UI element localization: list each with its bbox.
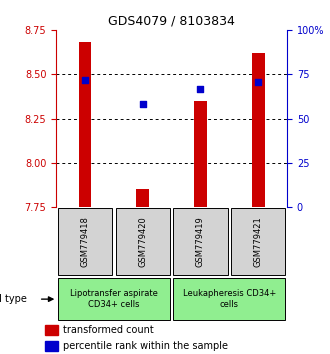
- Text: GSM779418: GSM779418: [81, 216, 89, 267]
- Text: GSM779421: GSM779421: [254, 216, 263, 267]
- Bar: [115, 209, 170, 275]
- Text: GSM779419: GSM779419: [196, 216, 205, 267]
- Point: [82, 77, 88, 82]
- Point: [198, 86, 203, 91]
- Point: [256, 79, 261, 85]
- Text: GSM779420: GSM779420: [138, 216, 147, 267]
- Text: Leukapheresis CD34+
cells: Leukapheresis CD34+ cells: [183, 290, 276, 309]
- Title: GDS4079 / 8103834: GDS4079 / 8103834: [108, 15, 235, 28]
- Bar: [79, 42, 91, 207]
- Bar: [58, 209, 112, 275]
- Bar: [194, 101, 207, 207]
- Bar: [231, 209, 285, 275]
- Text: percentile rank within the sample: percentile rank within the sample: [63, 341, 228, 352]
- Text: transformed count: transformed count: [63, 325, 154, 335]
- Bar: [252, 53, 265, 207]
- Text: cell type: cell type: [0, 294, 27, 304]
- Bar: [45, 341, 58, 352]
- Text: Lipotransfer aspirate
CD34+ cells: Lipotransfer aspirate CD34+ cells: [70, 290, 158, 309]
- Bar: [45, 325, 58, 335]
- Bar: [136, 188, 149, 207]
- Bar: [173, 209, 228, 275]
- Bar: [58, 278, 170, 320]
- Bar: [173, 278, 285, 320]
- Point: [140, 102, 146, 107]
